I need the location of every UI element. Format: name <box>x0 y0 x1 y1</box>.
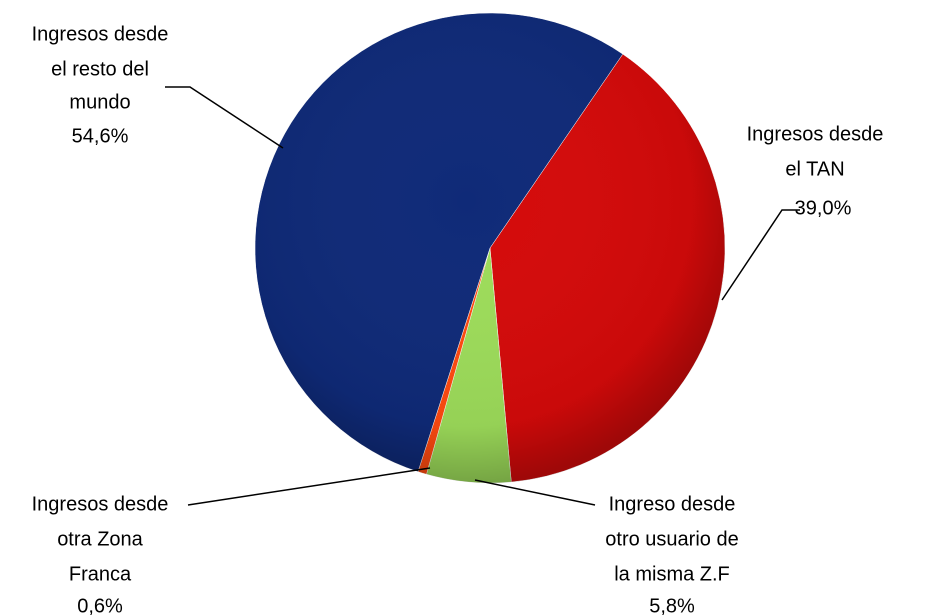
leader-line <box>721 209 800 301</box>
slice-label: Ingreso desde <box>609 493 736 515</box>
value-label: 0,6% <box>77 595 123 616</box>
slice-label: el TAN <box>785 158 844 180</box>
leader-line <box>187 467 431 506</box>
value-label: 5,8% <box>649 595 695 616</box>
slice-label: otra Zona <box>57 528 143 550</box>
slice-label: otro usuario de <box>605 528 738 550</box>
value-label: 39,0% <box>795 197 852 219</box>
leader-line <box>165 86 284 149</box>
value-label: 54,6% <box>72 125 129 147</box>
slice-label: la misma Z.F <box>614 563 730 585</box>
slice-label: mundo <box>69 91 130 113</box>
slice-label: Ingresos desde <box>32 23 169 45</box>
slice-label: el resto del <box>51 58 149 80</box>
slice-label: Ingresos desde <box>32 493 169 515</box>
pie <box>254 12 726 484</box>
slice-label: Ingresos desde <box>747 123 884 145</box>
leader-line <box>474 479 596 506</box>
slice-label: Franca <box>69 563 132 585</box>
